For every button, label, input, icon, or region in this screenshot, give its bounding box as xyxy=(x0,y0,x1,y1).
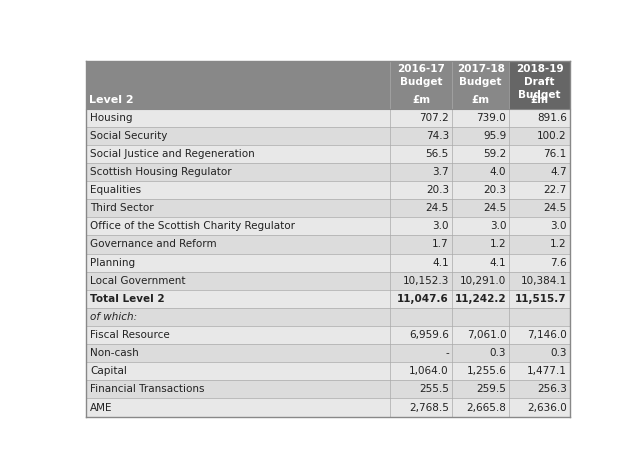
Text: 10,291.0: 10,291.0 xyxy=(460,276,506,285)
Text: Financial Transactions: Financial Transactions xyxy=(90,384,205,394)
Text: AME: AME xyxy=(90,402,113,412)
Text: 20.3: 20.3 xyxy=(426,185,449,195)
Text: 0.3: 0.3 xyxy=(490,348,506,358)
Text: 20.3: 20.3 xyxy=(483,185,506,195)
Text: Housing: Housing xyxy=(90,113,132,123)
Text: 1,064.0: 1,064.0 xyxy=(409,366,449,376)
Text: 707.2: 707.2 xyxy=(419,113,449,123)
Text: 56.5: 56.5 xyxy=(426,149,449,159)
Text: Social Justice and Regeneration: Social Justice and Regeneration xyxy=(90,149,255,159)
Text: 59.2: 59.2 xyxy=(483,149,506,159)
Text: 74.3: 74.3 xyxy=(426,131,449,141)
Text: Non-cash: Non-cash xyxy=(90,348,139,358)
Text: Capital: Capital xyxy=(90,366,127,376)
Text: 24.5: 24.5 xyxy=(543,203,566,213)
Text: 3.0: 3.0 xyxy=(490,221,506,231)
Text: 4.0: 4.0 xyxy=(490,167,506,177)
Text: 7.6: 7.6 xyxy=(550,257,566,267)
Text: 22.7: 22.7 xyxy=(543,185,566,195)
Text: 24.5: 24.5 xyxy=(483,203,506,213)
Text: 76.1: 76.1 xyxy=(543,149,566,159)
Text: 2,636.0: 2,636.0 xyxy=(527,402,566,412)
Text: 1,255.6: 1,255.6 xyxy=(467,366,506,376)
Text: 4.7: 4.7 xyxy=(550,167,566,177)
Text: 2,665.8: 2,665.8 xyxy=(467,402,506,412)
Text: 95.9: 95.9 xyxy=(483,131,506,141)
Text: 11,047.6: 11,047.6 xyxy=(397,294,449,304)
Text: Level 2: Level 2 xyxy=(90,95,134,105)
Text: 24.5: 24.5 xyxy=(426,203,449,213)
Bar xyxy=(86,127,570,145)
Bar xyxy=(86,145,570,163)
Text: 7,146.0: 7,146.0 xyxy=(527,330,566,340)
Bar xyxy=(86,326,570,344)
Bar xyxy=(86,61,509,109)
Text: Planning: Planning xyxy=(90,257,135,267)
Bar xyxy=(86,362,570,380)
Text: 1,477.1: 1,477.1 xyxy=(527,366,566,376)
Text: 1.2: 1.2 xyxy=(550,239,566,249)
Bar xyxy=(86,199,570,217)
Text: 4.1: 4.1 xyxy=(432,257,449,267)
Text: 100.2: 100.2 xyxy=(537,131,566,141)
Bar xyxy=(86,109,570,127)
Bar xyxy=(86,399,570,417)
Text: 6,959.6: 6,959.6 xyxy=(409,330,449,340)
Text: Fiscal Resource: Fiscal Resource xyxy=(90,330,170,340)
Bar xyxy=(86,163,570,181)
Text: -: - xyxy=(445,348,449,358)
Text: 3.0: 3.0 xyxy=(433,221,449,231)
Bar xyxy=(86,344,570,362)
Text: 10,384.1: 10,384.1 xyxy=(520,276,566,285)
Bar xyxy=(86,380,570,399)
Text: £m: £m xyxy=(412,95,430,105)
Text: Scottish Housing Regulator: Scottish Housing Regulator xyxy=(90,167,232,177)
Text: 11,515.7: 11,515.7 xyxy=(515,294,566,304)
Text: 2018-19
Draft
Budget: 2018-19 Draft Budget xyxy=(516,64,563,100)
Text: £m: £m xyxy=(472,95,490,105)
Text: Third Sector: Third Sector xyxy=(90,203,154,213)
Text: 256.3: 256.3 xyxy=(537,384,566,394)
Text: 2,768.5: 2,768.5 xyxy=(409,402,449,412)
Text: 255.5: 255.5 xyxy=(419,384,449,394)
Text: 4.1: 4.1 xyxy=(490,257,506,267)
Text: Governance and Reform: Governance and Reform xyxy=(90,239,217,249)
Text: 1.7: 1.7 xyxy=(432,239,449,249)
Text: 7,061.0: 7,061.0 xyxy=(467,330,506,340)
Text: 2017-18
Budget: 2017-18 Budget xyxy=(457,64,504,87)
Text: 891.6: 891.6 xyxy=(537,113,566,123)
Text: 739.0: 739.0 xyxy=(477,113,506,123)
Text: 1.2: 1.2 xyxy=(490,239,506,249)
Bar xyxy=(86,272,570,290)
Text: Local Government: Local Government xyxy=(90,276,186,285)
Text: £m: £m xyxy=(531,95,548,105)
Bar xyxy=(86,290,570,308)
Bar xyxy=(86,308,570,326)
Text: Office of the Scottish Charity Regulator: Office of the Scottish Charity Regulator xyxy=(90,221,295,231)
Text: 2016-17
Budget: 2016-17 Budget xyxy=(397,64,445,87)
Bar xyxy=(86,254,570,272)
Text: 259.5: 259.5 xyxy=(476,384,506,394)
Text: 10,152.3: 10,152.3 xyxy=(403,276,449,285)
Text: of which:: of which: xyxy=(90,312,137,322)
Text: Social Security: Social Security xyxy=(90,131,168,141)
Text: 3.0: 3.0 xyxy=(550,221,566,231)
Text: Equalities: Equalities xyxy=(90,185,141,195)
Text: Total Level 2: Total Level 2 xyxy=(90,294,164,304)
Text: 3.7: 3.7 xyxy=(432,167,449,177)
Text: 0.3: 0.3 xyxy=(550,348,566,358)
Bar xyxy=(86,217,570,236)
Bar xyxy=(86,236,570,254)
Text: 11,242.2: 11,242.2 xyxy=(454,294,506,304)
Bar xyxy=(509,61,570,109)
Bar xyxy=(86,181,570,199)
